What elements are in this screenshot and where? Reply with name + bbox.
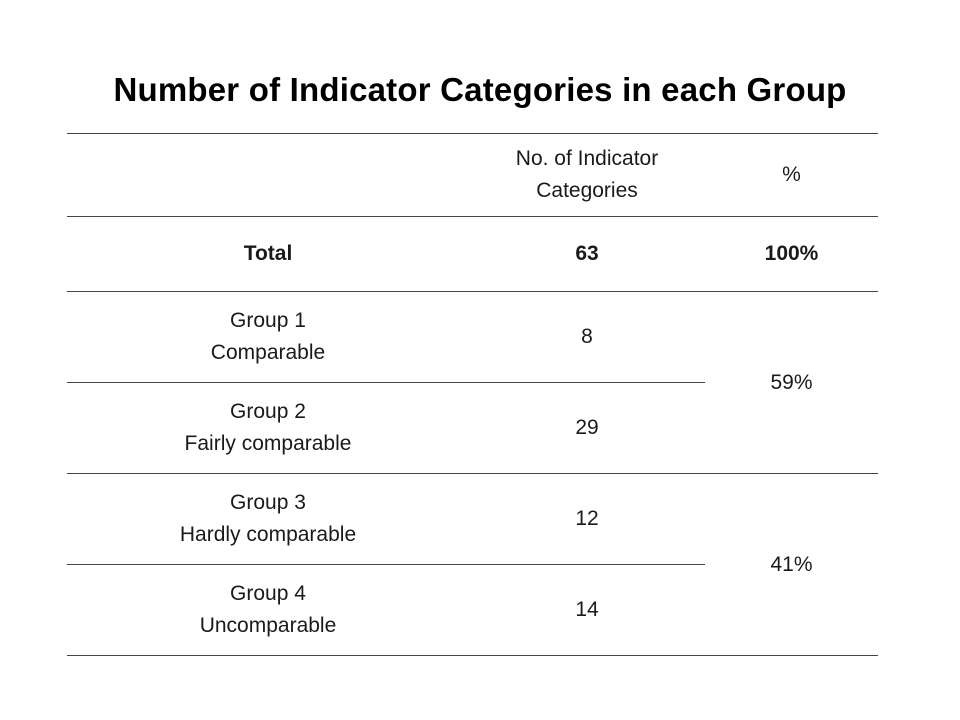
table-header-row: No. of Indicator Categories % <box>67 133 878 217</box>
group-1-name: Group 1 <box>230 309 306 332</box>
header-count-line2: Categories <box>536 179 638 202</box>
group-3-count: 12 <box>469 473 705 565</box>
group-1-count: 8 <box>469 291 705 383</box>
header-count-line1: No. of Indicator <box>515 147 659 170</box>
group-4-label: Group 4 Uncomparable <box>67 564 469 656</box>
page-title: Number of Indicator Categories in each G… <box>113 71 847 108</box>
group-1-label: Group 1 Comparable <box>67 291 469 383</box>
group-3-description: Hardly comparable <box>179 523 357 546</box>
group-2-label: Group 2 Fairly comparable <box>67 382 469 474</box>
indicator-table: No. of Indicator Categories % Total 63 1… <box>67 133 878 656</box>
table-row-total: Total 63 100% <box>67 216 878 292</box>
total-pct: 100% <box>705 216 878 292</box>
total-label: Total <box>67 216 469 292</box>
indicator-table-container: No. of Indicator Categories % Total 63 1… <box>67 133 878 656</box>
groups-3-4-pct: 41% <box>705 473 878 656</box>
group-4-description: Uncomparable <box>199 614 337 637</box>
group-3-label: Group 3 Hardly comparable <box>67 473 469 565</box>
total-count: 63 <box>469 216 705 292</box>
group-4-count: 14 <box>469 564 705 656</box>
header-pct-cell: % <box>705 133 878 217</box>
groups-1-2-pct: 59% <box>705 291 878 474</box>
table-row-group-3: Group 3 Hardly comparable 12 41% <box>67 473 878 656</box>
header-count-cell: No. of Indicator Categories <box>469 133 705 217</box>
group-1-description: Comparable <box>210 341 326 364</box>
header-empty-cell <box>67 133 469 217</box>
table-row-group-4: Group 4 Uncomparable 14 <box>67 564 878 656</box>
group-4-name: Group 4 <box>230 582 306 605</box>
group-3-name: Group 3 <box>230 491 306 514</box>
group-2-description: Fairly comparable <box>184 432 352 455</box>
table-row-group-2: Group 2 Fairly comparable 29 <box>67 382 878 474</box>
group-2-name: Group 2 <box>230 400 306 423</box>
group-2-count: 29 <box>469 382 705 474</box>
table-row-group-1: Group 1 Comparable 8 59% <box>67 291 878 474</box>
